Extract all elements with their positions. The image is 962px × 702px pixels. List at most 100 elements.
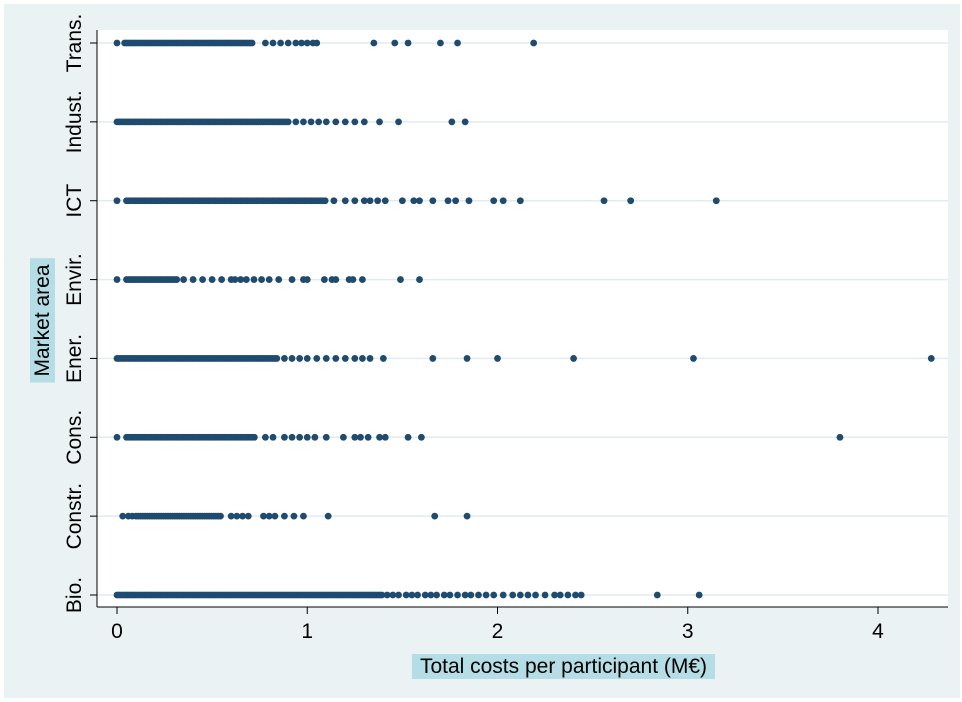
point-ict	[499, 197, 507, 205]
point-constr	[260, 512, 267, 520]
y-tick-label-ener: Ener.	[63, 334, 86, 383]
point-bio	[467, 591, 475, 599]
point-ener	[322, 355, 330, 362]
x-tick-label: 0	[111, 620, 123, 643]
point-indust	[322, 118, 330, 126]
point-cons	[322, 433, 330, 441]
point-cons	[113, 433, 121, 441]
point-cons	[357, 433, 364, 441]
point-cons	[418, 433, 425, 441]
point-bio	[440, 591, 448, 599]
point-trans	[277, 39, 285, 47]
point-trans	[530, 39, 538, 47]
point-trans	[121, 39, 129, 47]
point-ict	[113, 197, 121, 205]
point-ener	[332, 355, 340, 362]
point-bio	[572, 591, 579, 599]
point-ict	[627, 197, 635, 205]
point-ict	[321, 197, 329, 205]
y-tick-label-trans: Trans.	[63, 14, 86, 73]
y-axis-title: Market area	[31, 264, 54, 376]
point-bio	[695, 591, 703, 599]
x-tick-label: 1	[301, 620, 313, 643]
point-cons	[288, 433, 296, 441]
point-constr	[239, 512, 246, 520]
point-ict	[398, 197, 406, 205]
point-bio	[653, 591, 661, 599]
point-bio	[433, 591, 441, 599]
point-envir	[275, 276, 283, 283]
point-ener	[690, 355, 697, 362]
point-cons	[296, 433, 304, 441]
point-bio	[378, 591, 386, 599]
point-envir	[258, 276, 265, 283]
point-ict	[712, 197, 720, 205]
y-tick-label-bio: Bio.	[63, 577, 86, 613]
point-cons	[381, 433, 389, 441]
point-envir	[359, 276, 366, 283]
point-envir	[113, 276, 121, 283]
y-axis-title-highlight	[30, 258, 55, 383]
point-ict	[381, 197, 389, 205]
point-bio	[427, 591, 435, 599]
point-envir	[173, 276, 181, 283]
point-constr	[244, 512, 252, 520]
point-constr	[431, 512, 439, 520]
point-bio	[556, 591, 564, 599]
y-tick-label-cons: Cons.	[63, 410, 86, 465]
point-envir	[231, 276, 239, 283]
point-ener	[281, 355, 288, 362]
point-bio	[461, 591, 469, 599]
point-indust	[292, 118, 300, 126]
point-bio	[383, 591, 391, 599]
point-envir	[288, 276, 296, 283]
point-bio	[389, 591, 397, 599]
point-indust	[341, 118, 349, 126]
point-cons	[250, 433, 258, 441]
point-constr	[290, 512, 298, 520]
point-ener	[463, 355, 471, 362]
point-bio	[421, 591, 429, 599]
scatter-chart: 0 1 2 3 4 Bio. Constr. Cons. Ener. Envir. ICT Indus…	[30, 14, 948, 679]
point-trans	[313, 39, 321, 47]
point-cons	[836, 433, 844, 441]
point-constr	[217, 512, 224, 520]
point-envir	[237, 276, 245, 283]
point-ict	[444, 197, 452, 205]
point-ener	[303, 355, 311, 362]
point-cons	[303, 433, 311, 441]
point-ict	[410, 197, 418, 205]
point-bio	[564, 591, 572, 599]
x-tick-label: 2	[492, 620, 504, 643]
point-envir	[189, 276, 197, 283]
point-ict	[330, 197, 338, 205]
point-envir	[242, 276, 250, 283]
point-ener	[429, 355, 437, 362]
point-trans	[284, 39, 292, 47]
point-ener	[359, 355, 366, 362]
point-ict	[360, 197, 368, 205]
y-tick-label-envir: Envir.	[63, 253, 86, 306]
point-indust	[284, 118, 292, 126]
point-bio	[499, 591, 507, 599]
point-cons	[404, 433, 412, 441]
point-indust	[300, 118, 307, 126]
point-bio	[524, 591, 532, 599]
point-cons	[261, 433, 269, 441]
y-tick-label-ict: ICT	[63, 184, 86, 218]
chart-frame: 0 1 2 3 4 Bio. Constr. Cons. Ener. Envir. ICT Indus…	[4, 4, 960, 698]
point-trans	[298, 39, 305, 47]
point-trans	[248, 39, 256, 47]
point-ict	[374, 197, 382, 205]
point-cons	[351, 433, 359, 441]
point-ener	[351, 355, 359, 362]
point-ener	[273, 355, 281, 362]
point-constr	[128, 512, 136, 520]
point-ict	[366, 197, 374, 205]
point-envir	[218, 276, 226, 283]
point-trans	[404, 39, 412, 47]
point-trans	[391, 39, 399, 47]
point-envir	[208, 276, 216, 283]
point-envir	[265, 276, 273, 283]
point-indust	[351, 118, 359, 126]
